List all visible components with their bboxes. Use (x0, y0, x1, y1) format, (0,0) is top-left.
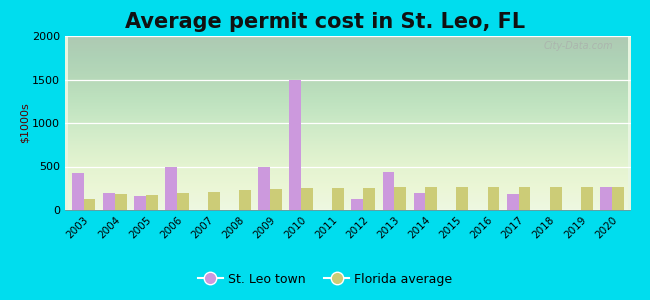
Bar (488, 187, 499, 210)
Bar (612, 187, 623, 210)
Legend: St. Leo town, Florida average: St. Leo town, Florida average (193, 268, 457, 291)
Bar (84, 199, 96, 210)
Bar (134, 196, 146, 210)
Bar (301, 188, 313, 210)
Bar (270, 189, 282, 210)
Bar (103, 193, 114, 210)
Bar (239, 190, 251, 210)
Bar (363, 188, 375, 210)
Bar (289, 80, 301, 210)
Bar (507, 194, 519, 210)
Bar (519, 187, 530, 210)
Bar (413, 193, 426, 210)
Bar (456, 187, 468, 210)
Bar (146, 195, 157, 210)
Bar (600, 187, 612, 210)
Bar (395, 188, 406, 210)
Bar (352, 199, 363, 210)
Bar (165, 167, 177, 210)
Y-axis label: $1000s: $1000s (20, 103, 29, 143)
Bar (383, 172, 395, 210)
Bar (114, 194, 127, 210)
Bar (258, 167, 270, 210)
Bar (550, 187, 562, 210)
Bar (332, 188, 344, 210)
Bar (208, 192, 220, 210)
Text: City-Data.com: City-Data.com (544, 41, 614, 51)
Bar (177, 193, 188, 210)
Bar (581, 188, 593, 210)
Text: Average permit cost in St. Leo, FL: Average permit cost in St. Leo, FL (125, 12, 525, 32)
Bar (426, 187, 437, 210)
Bar (72, 172, 84, 210)
